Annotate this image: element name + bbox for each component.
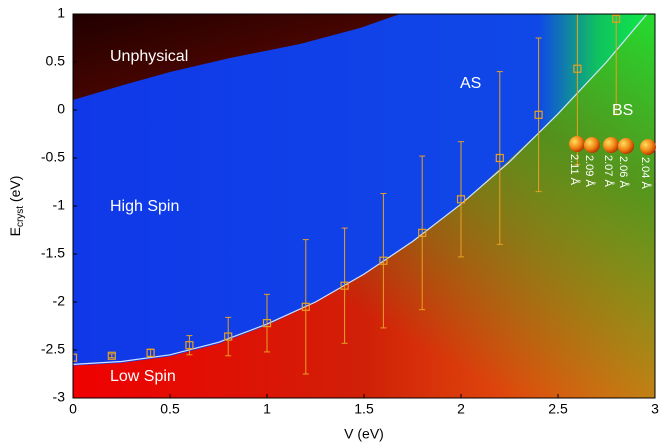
x-tick-label: 2 [457,401,465,417]
x-axis-label: V (eV) [344,426,384,442]
unphysical-region [73,14,400,100]
x-tick-label: 1.5 [354,401,374,417]
data-point [146,348,155,357]
region-label: Low Spin [110,368,176,385]
atom [640,139,656,155]
data-point [495,153,504,163]
fit-curve [73,14,648,365]
data-point [185,341,194,350]
y-tick-label: -1.5 [41,245,65,261]
data-point [573,64,582,73]
bond-length: 2.06 Å [617,156,630,188]
y-tick-label: 1 [57,5,65,21]
atom [569,136,585,152]
atom [584,137,600,153]
data-point [456,195,466,204]
x-tick-label: 0 [69,401,77,417]
y-label-sub: cryst [15,206,26,227]
region-label: BS [612,102,633,119]
x-tick-label: 2.5 [548,401,568,417]
data-point [612,14,621,23]
data-point [107,351,116,360]
bond-length: 2.11 Å [568,154,581,186]
atom [603,137,619,153]
region-label: High Spin [110,198,179,215]
x-tick-label: 3 [651,401,659,417]
x-tick-label: 1 [263,401,271,417]
y-label-main: E [7,227,23,236]
region-label: Unphysical [110,48,188,65]
y-tick-label: -2 [53,293,66,309]
data-point [301,302,310,311]
atom [618,138,634,154]
bond-length: 2.09 Å [583,155,596,187]
x-tick-label: 0.5 [160,401,180,417]
y-tick-label: -0.5 [41,149,65,165]
region-label: AS [460,75,481,92]
y-tick-label: 0 [57,101,65,117]
y-tick-label: 0.5 [46,53,66,69]
bond-length: 2.07 Å [602,155,615,187]
data-point [340,281,349,290]
bond-length: 2.04 Å [639,157,652,189]
data-point [379,256,388,265]
data-point [73,353,78,362]
y-tick-label: -3 [53,389,66,405]
phase-background [73,14,655,398]
data-point [418,228,427,237]
atoms: 2.11 Å 2.09 Å 2.07 Å 2.06 Å 2.04 Å [568,136,656,189]
data-point [534,110,543,119]
y-tick-label: -2.5 [41,341,65,357]
data-point [224,332,233,341]
y-tick-label: -1 [53,197,66,213]
broken-symmetry-shading [73,14,655,398]
y-label-rest: (eV) [7,176,23,206]
plot-content [73,14,648,375]
data-point [262,319,272,328]
y-axis-label: Ecryst (eV) [7,176,26,237]
